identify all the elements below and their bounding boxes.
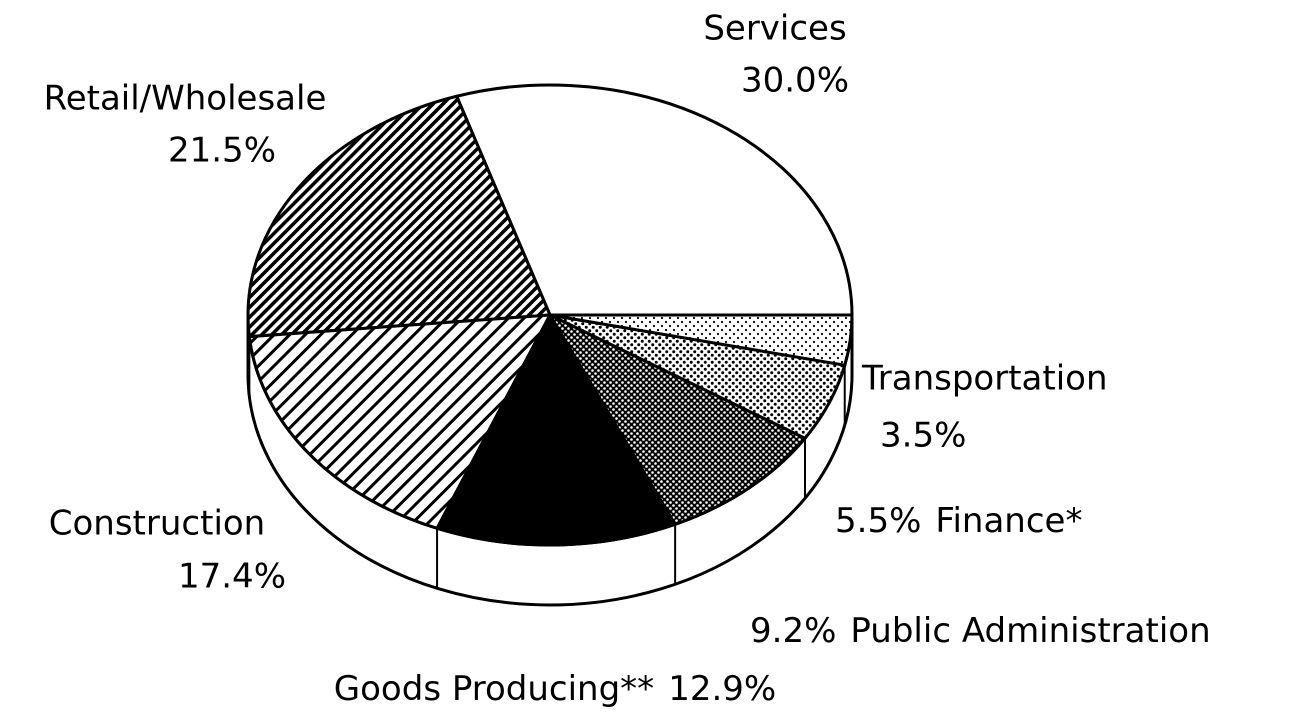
labels: Services 30.0% Retail/Wholesale 21.5% Constr…: [44, 9, 1211, 709]
slice-label: Finance*: [935, 501, 1082, 541]
pie-slice: [548, 313, 807, 526]
slice-value-label: 17.4%: [178, 557, 286, 597]
slice-label-group: Goods Producing** 12.9%: [334, 669, 776, 709]
slice-label-group: 9.2% Public Administration: [750, 611, 1211, 651]
pie-slice: [435, 313, 677, 547]
slice-label: Goods Producing**: [334, 669, 654, 709]
slice-label: Services: [703, 9, 846, 49]
slice-label: Transportation: [861, 359, 1108, 399]
slice-value-label: 12.9%: [668, 669, 776, 709]
slice-label: Construction: [49, 504, 265, 544]
slice-label: Retail/Wholesale: [44, 79, 327, 119]
slice-value-label: 9.2%: [750, 611, 836, 651]
pie: [246, 83, 854, 607]
slice-label: Public Administration: [850, 611, 1210, 651]
slice-label-group: 5.5% Finance*: [835, 501, 1082, 541]
slice-value-label: 21.5%: [168, 131, 276, 171]
pie-slice: [548, 313, 854, 367]
slice-value-label: 3.5%: [880, 416, 966, 456]
slice-value-label: 5.5%: [835, 501, 921, 541]
pie-slice: [246, 94, 552, 339]
slice-value-label: 30.0%: [741, 61, 849, 101]
pie-slice: [247, 313, 552, 530]
pie-slice: [455, 83, 854, 317]
